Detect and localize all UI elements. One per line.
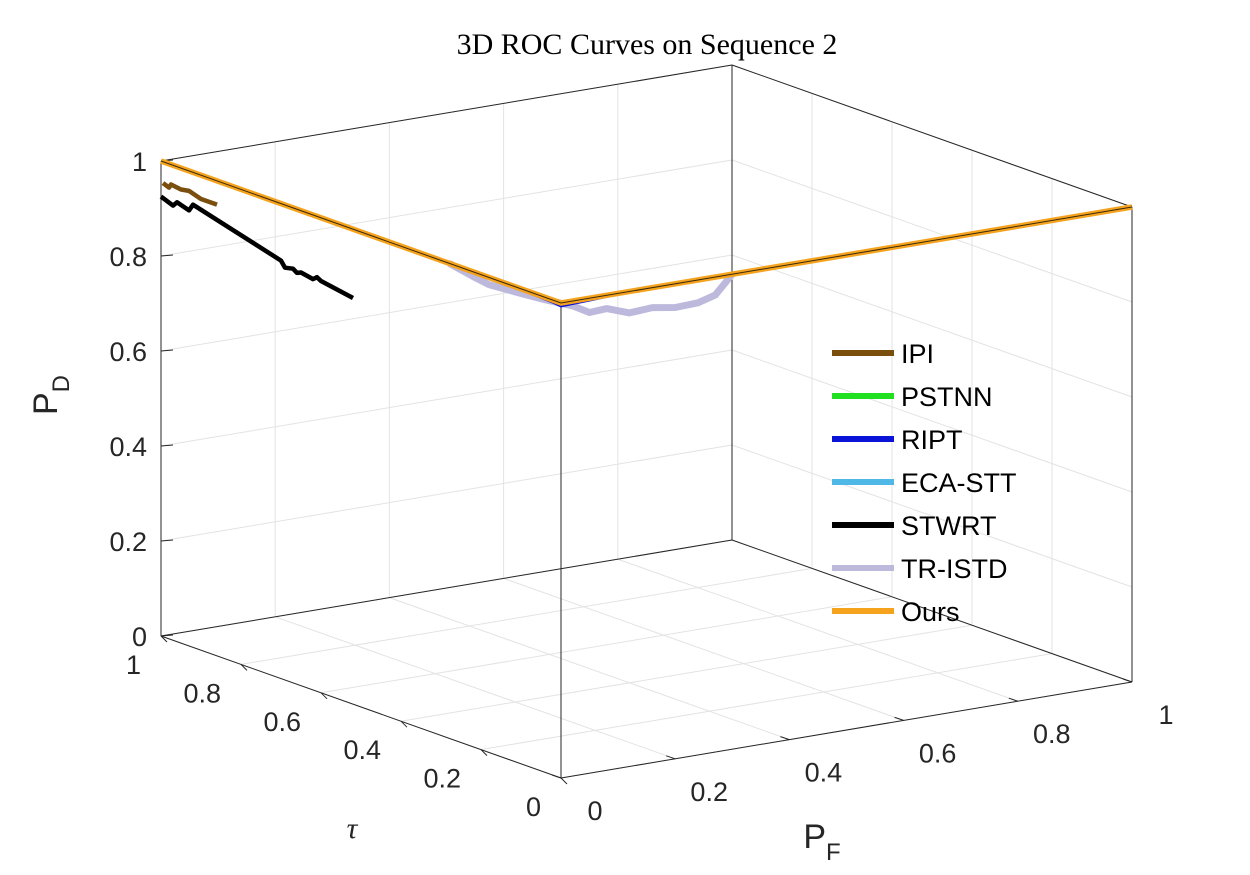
grid-line bbox=[389, 597, 790, 741]
z-tick-mark bbox=[160, 444, 174, 447]
legend-label-ript: RIPT bbox=[901, 425, 963, 455]
legend-label-eca-stt: ECA-STT bbox=[901, 468, 1017, 498]
x-tick-mark bbox=[780, 736, 790, 741]
grid-line bbox=[731, 254, 1133, 398]
grid-line bbox=[160, 159, 733, 257]
grid-line bbox=[160, 254, 733, 352]
grid-line bbox=[400, 624, 973, 722]
series-ipi-line bbox=[161, 181, 218, 207]
grid-line bbox=[731, 444, 1133, 588]
grid-line bbox=[160, 349, 733, 447]
z-tick-mark bbox=[160, 254, 174, 257]
z-axis-label: PD bbox=[27, 375, 75, 415]
x-tick-label: 0 bbox=[587, 796, 602, 826]
x-tick-label: 1 bbox=[1158, 700, 1173, 730]
y-tick-label: 1 bbox=[126, 650, 141, 680]
series-tr-istd-line bbox=[447, 260, 736, 317]
z-tick-label: 0.6 bbox=[109, 337, 147, 367]
grid-line bbox=[480, 653, 1053, 751]
x-tick-mark bbox=[1122, 678, 1133, 683]
axes-box bbox=[160, 64, 1133, 779]
x-tick-label: 0.8 bbox=[1033, 719, 1071, 749]
y-tick-mark bbox=[320, 692, 328, 700]
series-stwrt-line bbox=[159, 194, 355, 300]
x-tick-mark bbox=[894, 716, 904, 721]
x-axis-label: PF bbox=[803, 818, 840, 866]
axes-edge bbox=[560, 681, 1133, 779]
x-tick-label: 0.2 bbox=[690, 777, 728, 807]
grid-line bbox=[160, 444, 733, 542]
legend: IPI PSTNN RIPT ECA-STT STWRT TR-ISTD Ours bbox=[832, 339, 1017, 627]
axes-edge bbox=[731, 539, 1133, 683]
grid-line bbox=[731, 159, 1133, 303]
y-tick-mark bbox=[400, 720, 408, 728]
grid-layer bbox=[160, 64, 1133, 779]
grid-line bbox=[275, 616, 676, 760]
y-tick-label: 0 bbox=[526, 792, 541, 822]
x-tick-mark bbox=[1008, 697, 1018, 702]
legend-label-ipi: IPI bbox=[901, 339, 934, 369]
axes-edge bbox=[160, 64, 733, 162]
grid-line bbox=[617, 558, 1018, 702]
series-layer bbox=[159, 158, 1133, 317]
legend-label-ours: Ours bbox=[901, 597, 960, 627]
y-tick-mark bbox=[560, 777, 568, 785]
z-tick-mark bbox=[160, 634, 174, 637]
y-tick-label: 0.6 bbox=[263, 707, 301, 737]
legend-label-pstnn: PSTNN bbox=[901, 382, 993, 412]
z-tick-label: 0 bbox=[132, 622, 147, 652]
series-ours-outline bbox=[160, 160, 1133, 304]
z-tick-label: 1 bbox=[132, 147, 147, 177]
chart-title: 3D ROC Curves on Sequence 2 bbox=[457, 28, 838, 61]
grid-line bbox=[320, 596, 893, 694]
y-tick-label: 0.8 bbox=[183, 678, 221, 708]
tick-layer: 00.20.40.60.8100.20.40.60.8100.20.40.60.… bbox=[109, 147, 1173, 826]
z-tick-label: 0.2 bbox=[109, 527, 147, 557]
y-tick-mark bbox=[160, 635, 168, 643]
axes-edge bbox=[160, 539, 733, 637]
y-tick-mark bbox=[240, 664, 248, 671]
axes-edge bbox=[160, 635, 562, 779]
z-tick-label: 0.4 bbox=[109, 432, 147, 462]
z-tick-label: 0.8 bbox=[109, 242, 147, 272]
y-tick-mark bbox=[480, 749, 488, 756]
grid-line bbox=[240, 567, 813, 665]
grid-line bbox=[503, 577, 904, 721]
axes-edge bbox=[731, 64, 1133, 208]
x-tick-mark bbox=[666, 755, 676, 760]
x-tick-label: 0.6 bbox=[919, 738, 957, 768]
legend-label-tr-istd: TR-ISTD bbox=[901, 554, 1007, 584]
y-axis-label: τ bbox=[347, 812, 359, 845]
z-tick-mark bbox=[160, 349, 174, 352]
y-tick-label: 0.2 bbox=[423, 764, 461, 794]
x-tick-mark bbox=[551, 774, 562, 779]
grid-line bbox=[731, 349, 1133, 493]
x-tick-label: 0.4 bbox=[805, 758, 843, 788]
legend-label-stwrt: STWRT bbox=[901, 511, 997, 541]
z-tick-mark bbox=[160, 539, 174, 542]
y-tick-label: 0.4 bbox=[343, 735, 381, 765]
